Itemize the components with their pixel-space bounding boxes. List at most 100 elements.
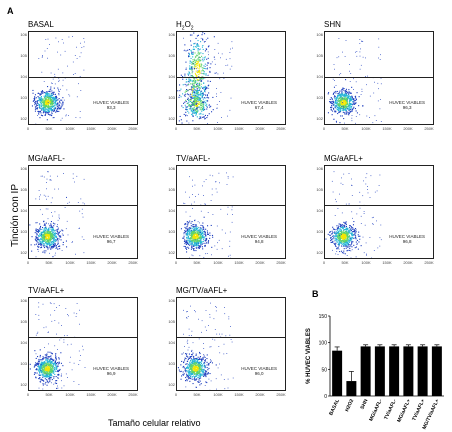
flow-x-tick: 100K (361, 260, 371, 265)
flow-x-tick: 50K (341, 260, 349, 265)
flow-x-tick: 50K (341, 126, 349, 131)
flow-y-tick: 103 (20, 361, 27, 366)
flow-y-tick: 106 (20, 166, 27, 171)
flow-panel-title: SHN (324, 20, 341, 29)
gate-label-text: HUVEC VIABLES (389, 234, 425, 239)
flow-panel-title: MG/aAFL+ (324, 154, 363, 163)
gate-percentage: 96,3 (402, 105, 412, 110)
flow-x-tick: 50K (193, 260, 201, 265)
gate-label: HUVEC VIABLES 94,8 (241, 234, 277, 244)
flow-y-tick: 103 (20, 229, 27, 234)
category-label: MG/aAFL+ (396, 398, 412, 423)
flow-panel: MG/TV/aAFL+ 106 105 104 103 102 HUVEC VIABLES 9… (166, 286, 286, 398)
flow-y-tick: 105 (20, 187, 27, 192)
flow-scatter (177, 302, 234, 390)
flow-y-tick: 102 (168, 250, 175, 255)
flow-plot-area: HUVEC VIABLES 67,4 (176, 31, 286, 125)
flow-y-tick: 104 (168, 340, 175, 345)
viability-gate-line (177, 337, 285, 338)
flow-x-tick: 0 (26, 260, 30, 265)
flow-x-tick: 50K (193, 392, 201, 397)
flow-y-tick: 103 (20, 95, 27, 100)
flow-plot-area: HUVEC VIABLES 93,3 (28, 31, 138, 125)
flow-x-tick: 50K (193, 126, 201, 131)
flow-y-tick: 106 (20, 298, 27, 303)
flow-x-tick: 200K (255, 260, 265, 265)
flow-x-tick: 100K (213, 260, 223, 265)
gate-percentage: 96,7 (106, 239, 116, 244)
flow-y-tick: 104 (20, 74, 27, 79)
flow-y-tick: 104 (316, 208, 323, 213)
gate-label: HUVEC VIABLES 96,3 (389, 100, 425, 110)
flow-y-tick: 102 (316, 250, 323, 255)
flow-x-tick: 50K (45, 126, 53, 131)
flow-y-tick: 102 (20, 116, 27, 121)
x-axis-title: Tamaño celular relativo (108, 418, 201, 428)
bar (332, 350, 343, 396)
flow-x-tick: 150K (234, 392, 244, 397)
flow-panel: MG/aAFL- 106 105 104 103 102 HUVEC VIABLES 96,7… (18, 154, 138, 266)
flow-x-tick: 250K (276, 126, 286, 131)
flow-y-tick: 103 (316, 229, 323, 234)
flow-x-tick: 0 (322, 126, 326, 131)
flow-x-tick: 150K (234, 260, 244, 265)
viability-gate-line (325, 205, 433, 206)
flow-y-tick: 102 (20, 250, 27, 255)
category-label: BASAL (328, 398, 341, 416)
flow-plot-area: HUVEC VIABLES 96,9 (28, 297, 138, 391)
flow-scatter (325, 171, 382, 258)
gate-percentage: 94,8 (254, 239, 264, 244)
flow-x-tick: 100K (213, 392, 223, 397)
gate-percentage: 67,4 (254, 105, 264, 110)
flow-panel: MG/aAFL+ 106 105 104 103 102 HUVEC VIABLES 96,8… (314, 154, 434, 266)
flow-y-tick: 104 (168, 208, 175, 213)
flow-y-tick: 103 (168, 95, 175, 100)
gate-label-text: HUVEC VIABLES (241, 366, 277, 371)
flow-x-tick: 200K (403, 126, 413, 131)
flow-y-tick: 106 (168, 166, 175, 171)
gate-label-text: HUVEC VIABLES (93, 100, 129, 105)
gate-label-text: HUVEC VIABLES (241, 100, 277, 105)
flow-x-tick: 150K (234, 126, 244, 131)
viability-gate-line (177, 77, 285, 78)
flow-x-tick: 200K (255, 392, 265, 397)
viability-gate-line (29, 337, 137, 338)
y-tick-label: 100 (319, 341, 328, 347)
gate-label-text: HUVEC VIABLES (389, 100, 425, 105)
flow-y-tick: 102 (316, 116, 323, 121)
flow-scatter (327, 38, 382, 124)
flow-x-tick: 250K (424, 126, 434, 131)
flow-plot-area: HUVEC VIABLES 96,7 (28, 165, 138, 259)
flow-y-tick: 104 (20, 340, 27, 345)
gate-label: HUVEC VIABLES 93,3 (93, 100, 129, 110)
flow-panel-title: TV/aAFL- (176, 154, 211, 163)
gate-percentage: 96,8 (402, 239, 412, 244)
flow-x-tick: 150K (382, 126, 392, 131)
viability-gate-line (29, 77, 137, 78)
flow-x-tick: 0 (174, 260, 178, 265)
flow-x-tick: 100K (361, 126, 371, 131)
flow-x-tick: 150K (86, 126, 96, 131)
flow-scatter (29, 302, 86, 390)
flow-x-tick: 0 (174, 126, 178, 131)
flow-x-tick: 250K (276, 260, 286, 265)
flow-x-tick: 200K (107, 260, 117, 265)
bar (360, 346, 371, 396)
y-tick-label: 50 (321, 367, 327, 373)
flow-y-tick: 105 (168, 319, 175, 324)
bar (374, 346, 385, 396)
flow-y-tick: 105 (168, 53, 175, 58)
flow-panel: BASAL 106 105 104 103 102 HUVEC VIABLES 93,3 0 50… (18, 20, 138, 132)
flow-panel-title: TV/aAFL+ (28, 286, 65, 295)
gate-label: HUVEC VIABLES 96,0 (241, 366, 277, 376)
flow-x-tick: 150K (86, 260, 96, 265)
flow-y-tick: 103 (168, 361, 175, 366)
category-label: TV/aAFL- (383, 398, 398, 421)
flow-panel-title: H2O2 (176, 20, 194, 32)
flow-panel-title: MG/TV/aAFL+ (176, 286, 228, 295)
flow-y-tick: 106 (20, 32, 27, 37)
bar (389, 346, 400, 396)
flow-x-tick: 50K (45, 392, 53, 397)
